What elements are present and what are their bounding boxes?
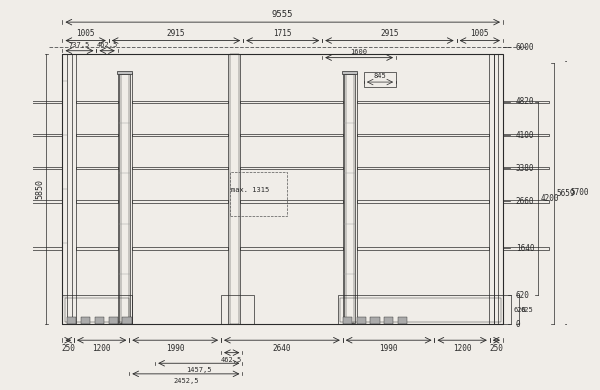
Bar [344,74,355,323]
Text: 2660: 2660 [516,197,535,206]
Bar [62,54,67,324]
Bar [117,71,133,74]
Text: 250: 250 [61,344,75,353]
Bar [76,134,118,136]
Bar [356,200,489,203]
Bar [503,200,549,203]
Text: 2915: 2915 [167,28,185,37]
Bar [76,101,118,103]
Bar [119,74,130,323]
Bar [16,167,62,169]
Text: max. 1315: max. 1315 [231,187,269,193]
Text: 1005: 1005 [470,28,489,37]
Bar [62,296,131,324]
Bar [342,71,357,74]
Text: 620: 620 [514,307,526,313]
Bar [489,54,494,324]
Bar [503,247,549,250]
Bar [338,296,503,324]
Bar [109,317,118,324]
Bar [131,101,229,103]
Bar [131,247,229,250]
Text: 1005: 1005 [76,28,95,37]
Bar [62,54,503,324]
Bar [364,72,396,87]
Bar [95,317,104,324]
Bar [356,167,489,169]
Text: 1457,5: 1457,5 [186,367,212,373]
Bar [356,247,489,250]
Text: 2452,5: 2452,5 [173,378,199,384]
Text: 1200: 1200 [92,344,111,353]
Bar [240,167,343,169]
Bar [356,134,489,136]
Bar [356,101,489,103]
Text: 4820: 4820 [516,98,535,106]
Text: 5700: 5700 [571,188,589,197]
Text: 620: 620 [516,291,530,300]
Text: 5850: 5850 [35,179,44,199]
Bar [131,200,229,203]
Text: 2640: 2640 [272,344,291,353]
Bar [343,317,352,324]
Text: 9555: 9555 [272,10,293,19]
Bar [81,317,90,324]
Bar [356,317,366,324]
Bar [240,134,343,136]
Bar [67,317,76,324]
Text: 462,5: 462,5 [97,42,118,48]
Bar [118,73,131,324]
Bar [131,167,229,169]
Text: 1200: 1200 [453,344,472,353]
Bar [16,101,62,103]
Text: 1640: 1640 [516,244,535,253]
Bar [240,101,343,103]
Bar [122,317,131,324]
Text: 1990: 1990 [166,344,184,353]
Bar [503,134,549,136]
Bar [230,172,287,216]
Text: 4200: 4200 [541,194,559,203]
Bar [76,247,118,250]
Bar [398,317,407,324]
Text: 250: 250 [490,344,503,353]
Bar [16,134,62,136]
Bar [76,167,118,169]
Text: 2915: 2915 [380,28,398,37]
Bar [503,101,549,103]
Text: 845: 845 [374,73,386,79]
Bar [240,247,343,250]
Bar [16,200,62,203]
Text: 3380: 3380 [516,164,535,173]
Bar [340,298,500,322]
Bar [240,200,343,203]
Text: 1600: 1600 [350,49,368,55]
Bar [65,298,130,322]
Bar [384,317,394,324]
Text: 462,5: 462,5 [221,357,242,363]
Text: 4100: 4100 [516,131,535,140]
Bar [230,54,239,324]
Text: 5659: 5659 [557,189,575,198]
Bar [494,54,499,324]
Text: 0: 0 [516,319,520,328]
Text: 625: 625 [521,307,533,313]
Bar [221,296,254,324]
Text: 1990: 1990 [379,344,398,353]
Text: 6000: 6000 [516,43,535,52]
Bar [131,134,229,136]
Bar [16,247,62,250]
Bar [503,167,549,169]
Bar [370,317,380,324]
Text: 1715: 1715 [274,28,292,37]
Text: 737,5: 737,5 [69,42,90,48]
Bar [121,74,129,323]
Bar [343,73,356,324]
Bar [72,54,76,324]
Bar [229,54,240,324]
Bar [346,74,354,323]
Bar [76,200,118,203]
